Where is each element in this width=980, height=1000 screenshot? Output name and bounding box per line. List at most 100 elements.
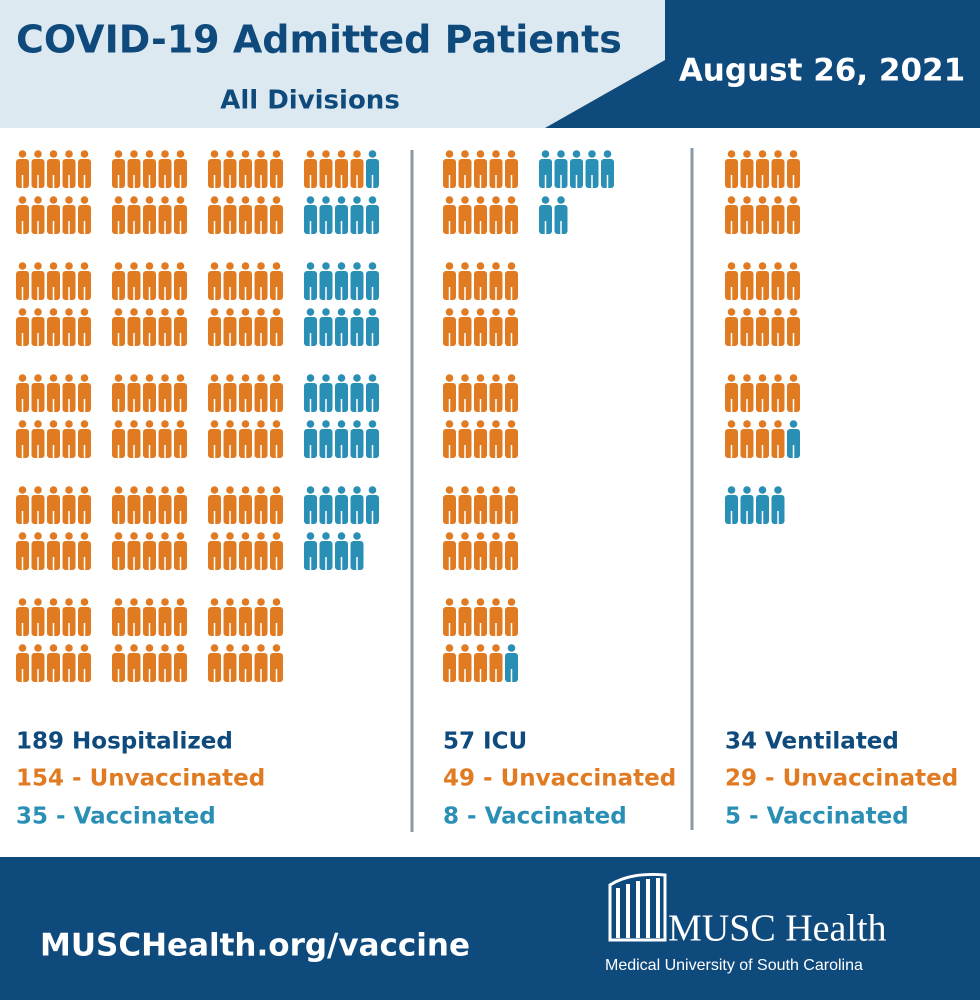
header-light xyxy=(0,0,665,128)
logo-name: MUSC Health xyxy=(668,908,887,950)
person-head xyxy=(34,196,42,204)
person-head xyxy=(492,598,500,606)
person-head xyxy=(18,308,27,316)
person-body xyxy=(771,495,785,524)
person-body xyxy=(158,159,172,188)
person-body xyxy=(254,317,268,346)
person-head xyxy=(161,644,169,652)
person-head xyxy=(337,262,346,270)
person-head xyxy=(18,262,27,270)
person-body xyxy=(127,541,141,570)
person-head xyxy=(758,262,767,270)
person-head xyxy=(80,196,89,204)
person-head xyxy=(743,262,751,270)
person-head xyxy=(353,308,361,316)
person-head xyxy=(476,262,485,270)
person-head xyxy=(272,420,281,428)
person-body xyxy=(554,159,568,188)
person-head xyxy=(337,150,346,158)
person-head xyxy=(161,486,169,494)
person-body xyxy=(16,271,29,300)
person-head xyxy=(176,196,185,204)
person-body xyxy=(443,541,456,570)
person-body xyxy=(239,205,252,234)
person-head xyxy=(65,644,73,652)
person-head xyxy=(65,308,73,316)
person-body xyxy=(112,541,125,570)
person-head xyxy=(49,644,58,652)
person-body xyxy=(78,541,91,570)
person-head xyxy=(322,532,330,540)
person-head xyxy=(257,598,265,606)
person-head xyxy=(145,644,154,652)
person-head xyxy=(492,262,500,270)
person-head xyxy=(257,644,265,652)
person-head xyxy=(34,486,42,494)
person-head xyxy=(743,308,751,316)
person-body xyxy=(239,383,252,412)
person-body xyxy=(143,205,156,234)
person-body xyxy=(443,205,456,234)
person-body xyxy=(31,607,45,636)
person-head xyxy=(257,420,265,428)
person-head xyxy=(49,374,58,382)
person-head xyxy=(507,374,516,382)
person-body xyxy=(366,317,379,346)
person-body xyxy=(112,429,125,458)
person-body xyxy=(585,159,599,188)
person-body xyxy=(350,383,364,412)
person-head xyxy=(789,262,798,270)
person-body xyxy=(208,607,221,636)
person-head xyxy=(727,262,736,270)
person-head xyxy=(130,420,138,428)
person-head xyxy=(114,150,123,158)
person-body xyxy=(78,495,91,524)
person-body xyxy=(304,205,317,234)
person-body xyxy=(740,383,754,412)
person-head xyxy=(461,532,469,540)
person-head xyxy=(145,196,154,204)
person-body xyxy=(158,541,172,570)
person-head xyxy=(210,262,219,270)
person-head xyxy=(461,486,469,494)
person-head xyxy=(758,420,767,428)
person-body xyxy=(127,317,141,346)
person-body xyxy=(335,541,348,570)
person-body xyxy=(223,495,237,524)
person-head xyxy=(34,420,42,428)
person-body xyxy=(489,495,503,524)
person-head xyxy=(161,598,169,606)
person-head xyxy=(114,486,123,494)
person-body xyxy=(62,607,76,636)
person-head xyxy=(161,532,169,540)
person-body xyxy=(335,317,348,346)
person-head xyxy=(80,420,89,428)
person-body xyxy=(174,317,187,346)
person-head xyxy=(257,262,265,270)
person-body xyxy=(47,271,60,300)
person-body xyxy=(505,429,518,458)
person-head xyxy=(257,150,265,158)
person-head xyxy=(226,644,234,652)
person-body xyxy=(174,607,187,636)
person-body xyxy=(458,541,472,570)
person-head xyxy=(145,374,154,382)
person-head xyxy=(353,262,361,270)
person-head xyxy=(257,196,265,204)
person-body xyxy=(787,205,800,234)
person-body xyxy=(31,495,45,524)
person-head xyxy=(603,150,612,158)
person-head xyxy=(226,532,234,540)
person-body xyxy=(771,271,785,300)
person-body xyxy=(270,541,283,570)
person-head xyxy=(322,262,330,270)
person-body xyxy=(112,607,125,636)
person-head xyxy=(322,486,330,494)
person-head xyxy=(272,598,281,606)
person-body xyxy=(771,429,785,458)
person-head xyxy=(226,262,234,270)
person-body xyxy=(319,317,333,346)
person-body xyxy=(31,383,45,412)
person-head xyxy=(226,420,234,428)
